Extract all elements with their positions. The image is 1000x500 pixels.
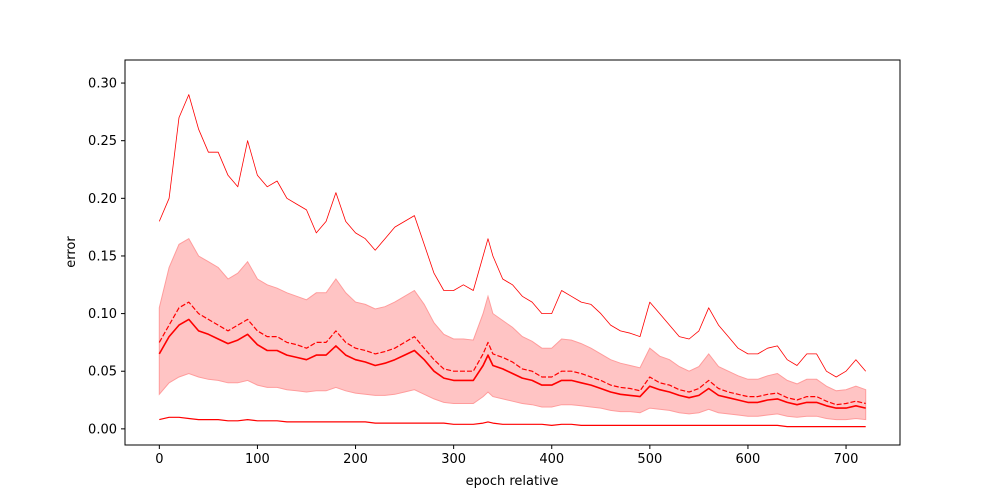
y-tick-label: 0.05: [88, 365, 117, 380]
y-tick-label: 0.25: [88, 134, 117, 149]
y-axis-label: error: [64, 236, 79, 268]
y-tick-label: 0.30: [88, 77, 117, 92]
x-tick-label: 700: [834, 452, 859, 467]
x-tick-label: 300: [441, 452, 466, 467]
y-axis: 0.00 0.05 0.10 0.15 0.20 0.25 0.30: [88, 77, 125, 437]
y-tick-label: 0.15: [88, 249, 117, 264]
series-line-4: [159, 416, 866, 428]
x-tick-label: 400: [539, 452, 564, 467]
std-band-group: [158, 238, 867, 421]
y-tick-label: 0.10: [88, 307, 117, 322]
plot-frame: [124, 59, 901, 446]
x-tick-label: 600: [736, 452, 761, 467]
y-tick-label: 0.00: [88, 422, 117, 437]
x-tick-label: 100: [245, 452, 270, 467]
series-group: [158, 94, 867, 428]
x-tick-label: 500: [637, 452, 662, 467]
x-tick-label: 0: [155, 452, 163, 467]
x-tick-label: 200: [343, 452, 368, 467]
series-line-1: [158, 94, 867, 378]
x-axis-label: epoch relative: [466, 474, 559, 489]
series-line-2: [158, 301, 866, 406]
y-tick-label: 0.20: [88, 192, 117, 207]
series-line-3: [158, 318, 866, 409]
std-band: [158, 238, 867, 421]
x-axis: 0 100 200 300 400 500 600 700: [155, 445, 858, 467]
